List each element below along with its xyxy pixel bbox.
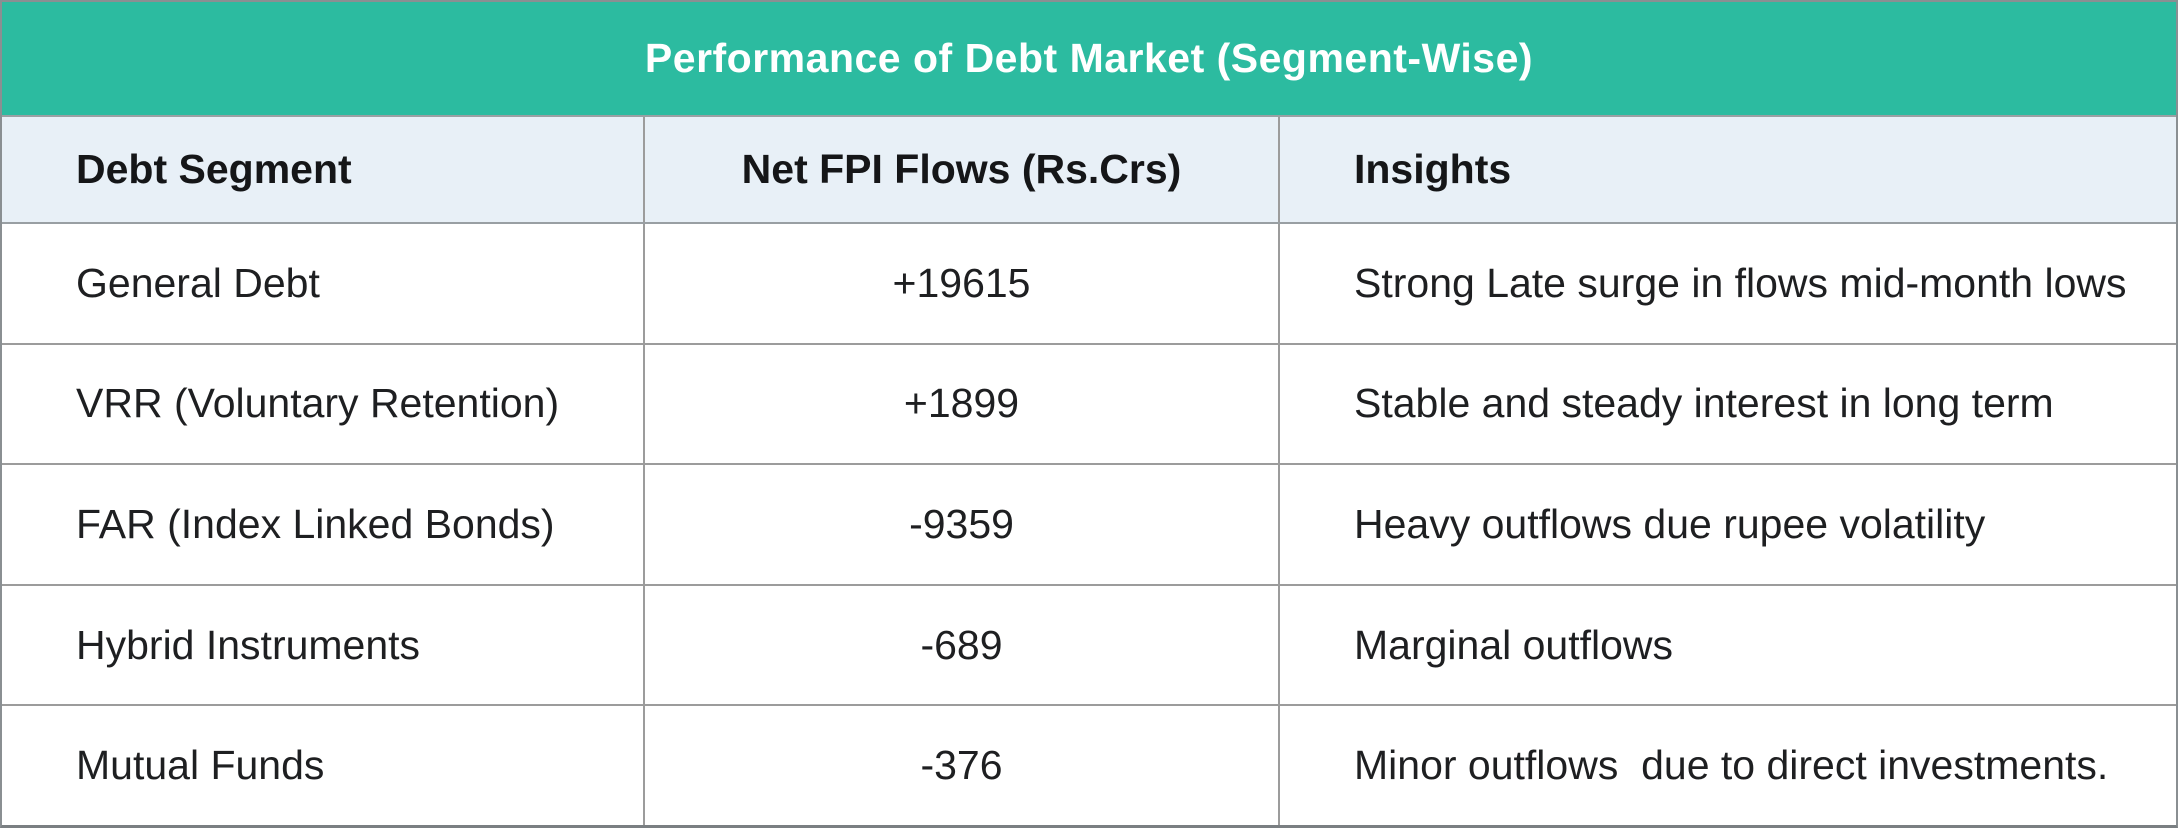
column-header-debt-segment: Debt Segment bbox=[2, 117, 645, 222]
table-row: General Debt +19615 Strong Late surge in… bbox=[2, 224, 2176, 343]
table-header-row: Debt Segment Net FPI Flows (Rs.Crs) Insi… bbox=[2, 117, 2176, 224]
cell-net-fpi-flows: +19615 bbox=[645, 224, 1280, 343]
cell-segment: Mutual Funds bbox=[2, 706, 645, 825]
cell-insight: Minor outflows due to direct investments… bbox=[1354, 742, 2109, 789]
table-title-bar: Performance of Debt Market (Segment-Wise… bbox=[2, 2, 2176, 117]
cell-insight: Marginal outflows bbox=[1354, 621, 1674, 668]
table-row: VRR (Voluntary Retention) +1899 Stable a… bbox=[2, 342, 2176, 464]
table-row: Hybrid Instruments -689 Marginal outflow… bbox=[2, 583, 2176, 705]
cell-segment: Hybrid Instruments bbox=[2, 585, 645, 705]
column-header-insights: Insights bbox=[1354, 146, 1512, 192]
cell-net-fpi-flows: -376 bbox=[645, 706, 1280, 825]
cell-net-fpi-flows: -9359 bbox=[645, 465, 1280, 584]
cell-segment: FAR (Index Linked Bonds) bbox=[2, 465, 645, 584]
table-row: Mutual Funds -376 Minor outflows due to … bbox=[2, 704, 2176, 825]
cell-segment: VRR (Voluntary Retention) bbox=[2, 344, 645, 464]
column-header-net-fpi-flows: Net FPI Flows (Rs.Crs) bbox=[645, 117, 1280, 222]
cell-insight: Stable and steady interest in long term bbox=[1354, 380, 2054, 427]
cell-net-fpi-flows: -689 bbox=[645, 585, 1280, 705]
table-row: FAR (Index Linked Bonds) -9359 Heavy out… bbox=[2, 463, 2176, 584]
cell-insight: Strong Late surge in flows mid-month low… bbox=[1354, 259, 2127, 306]
cell-insight: Heavy outflows due rupee volatility bbox=[1354, 500, 1986, 547]
cell-segment: General Debt bbox=[2, 224, 645, 343]
page-title: Performance of Debt Market (Segment-Wise… bbox=[644, 35, 1534, 81]
cell-net-fpi-flows: +1899 bbox=[645, 344, 1280, 464]
table-body: General Debt +19615 Strong Late surge in… bbox=[2, 224, 2176, 825]
